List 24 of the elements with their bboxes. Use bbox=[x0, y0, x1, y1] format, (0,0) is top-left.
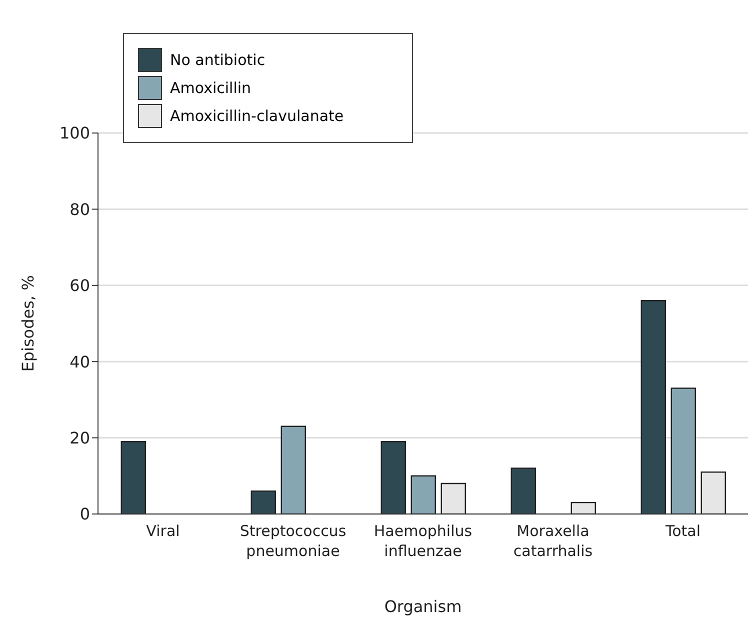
x-tick-label: Total bbox=[664, 522, 701, 540]
y-tick-label: 20 bbox=[70, 428, 90, 448]
y-tick-label: 80 bbox=[70, 200, 90, 219]
y-tick-label: 0 bbox=[80, 504, 90, 524]
bar bbox=[380, 441, 406, 514]
legend-label: No antibiotic bbox=[170, 51, 266, 69]
x-tick-label: Viral bbox=[146, 522, 180, 540]
x-tick-label: Streptococcus pneumoniae bbox=[240, 522, 346, 560]
x-axis-title: Organism bbox=[384, 597, 462, 616]
y-axis-title: Episodes, % bbox=[18, 275, 38, 372]
bar bbox=[120, 441, 146, 514]
y-tick-label: 100 bbox=[59, 124, 90, 143]
bar bbox=[250, 490, 276, 514]
bar bbox=[670, 388, 696, 514]
legend-label: Amoxicillin-clavulanate bbox=[170, 107, 344, 125]
legend-label: Amoxicillin bbox=[170, 79, 252, 97]
bar bbox=[280, 426, 306, 514]
y-tick-label: 40 bbox=[70, 352, 90, 372]
x-tick-label: Haemophilus influenzae bbox=[374, 522, 472, 560]
y-tick-label: 60 bbox=[70, 276, 90, 296]
bar bbox=[410, 475, 436, 514]
bar bbox=[640, 300, 666, 514]
x-tick-label: Moraxella catarrhalis bbox=[513, 522, 593, 560]
bar bbox=[510, 468, 536, 514]
